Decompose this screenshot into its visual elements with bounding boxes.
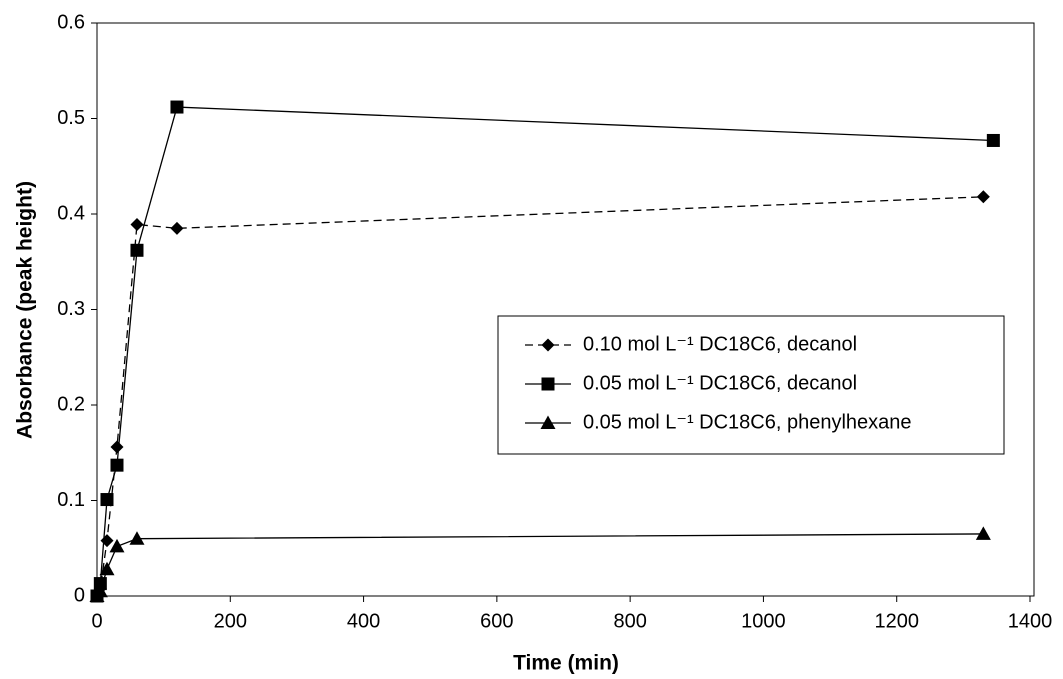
y-tick-label: 0.6 (57, 11, 85, 33)
x-tick-label: 0 (91, 610, 102, 632)
marker-diamond (541, 338, 555, 352)
x-tick-label: 1200 (874, 610, 919, 632)
marker-square (986, 133, 1000, 147)
marker-triangle (92, 583, 108, 598)
x-tick-label: 400 (347, 610, 380, 632)
legend-label: 0.05 mol L⁻¹ DC18C6, phenylhexane (583, 411, 912, 433)
marker-triangle (975, 526, 991, 540)
marker-square (100, 493, 114, 507)
marker-triangle (129, 531, 145, 545)
y-tick-label: 0 (74, 584, 85, 606)
y-tick-label: 0.4 (57, 202, 85, 224)
series-line (96, 533, 984, 597)
y-tick-label: 0.3 (57, 298, 85, 320)
legend-label: 0.10 mol L⁻¹ DC18C6, decanol (583, 333, 857, 355)
marker-square (110, 458, 124, 472)
marker-diamond (170, 221, 184, 235)
marker-diamond (100, 534, 114, 548)
x-axis-title: Time (min) (513, 652, 619, 675)
legend-label: 0.05 mol L⁻¹ DC18C6, decanol (583, 372, 857, 394)
marker-diamond (976, 190, 990, 204)
x-tick-label: 1000 (741, 610, 786, 632)
y-axis-title: Absorbance (peak height) (14, 181, 37, 439)
y-tick-label: 0.2 (57, 393, 85, 415)
x-tick-label: 600 (480, 610, 513, 632)
legend-box (497, 315, 1005, 455)
marker-diamond (130, 218, 144, 232)
x-tick-label: 1400 (1008, 610, 1053, 632)
marker-square (541, 377, 555, 391)
marker-square (170, 100, 184, 114)
x-tick-label: 800 (613, 610, 646, 632)
marker-diamond (110, 440, 124, 454)
marker-triangle (99, 561, 115, 576)
marker-triangle (540, 415, 556, 429)
marker-triangle (109, 538, 125, 553)
y-tick-label: 0.5 (57, 107, 85, 129)
y-tick-label: 0.1 (57, 489, 85, 511)
marker-square (130, 243, 144, 257)
x-tick-label: 200 (214, 610, 247, 632)
